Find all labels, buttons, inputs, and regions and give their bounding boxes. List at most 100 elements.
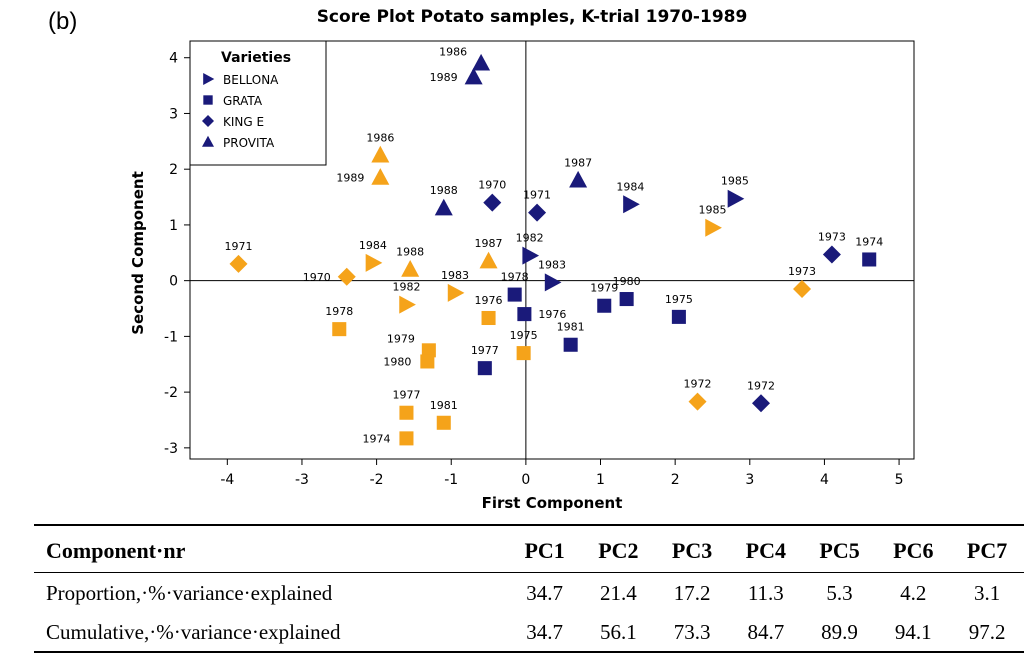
point-label: 1972 <box>684 378 712 391</box>
plot-frame <box>189 40 915 460</box>
x-tick-label: -1 <box>444 472 458 488</box>
table-cell: 84.7 <box>728 612 803 653</box>
point-label: 1974 <box>855 235 883 248</box>
point-label: 1974 <box>362 432 390 445</box>
table-row-proportion: Proportion,·%·variance·explained 34.7 21… <box>34 573 1024 613</box>
legend-marker-king-e <box>202 115 214 127</box>
point-label: 1980 <box>613 275 641 288</box>
table-cell: 21.4 <box>599 581 637 605</box>
point-label: 1982 <box>392 281 420 294</box>
x-tick-label: -2 <box>370 472 384 488</box>
point-king-e-orange-1970 <box>337 267 356 286</box>
table-cell: 3.1 <box>973 581 1001 605</box>
header-pc5: PC5 <box>802 524 877 573</box>
point-label: 1981 <box>430 399 458 412</box>
point-label: 1979 <box>387 332 415 345</box>
y-tick-label: 2 <box>169 162 178 178</box>
table-row-cumulative: Cumulative,·%·variance·explained 34.7 56… <box>34 612 1024 653</box>
point-label: 1978 <box>325 305 353 318</box>
data-points: 1986 1989 1988 1987 1986 1989 1988 1987 1970 1971… <box>225 45 883 446</box>
legend-title: Varieties <box>221 50 291 66</box>
y-axis: -3 -2 -1 0 1 2 3 4 <box>164 51 190 457</box>
point-king-e-orange-1972 <box>688 392 707 411</box>
header-pc7: PC7 <box>950 524 1024 573</box>
point-grata-orange-1981 <box>436 415 451 430</box>
x-tick-label: 3 <box>745 472 754 488</box>
row-label-cumulative: Cumulative,·%·variance·explained <box>34 612 508 653</box>
table-cell: 34.7 <box>526 581 563 605</box>
point-label: 1971 <box>225 240 253 253</box>
legend-marker-bellona <box>203 73 215 85</box>
point-grata-orange-1975 <box>516 346 531 361</box>
point-grata-navy-1980 <box>619 292 634 307</box>
table-cell: 11.3 <box>747 581 784 605</box>
point-label: 1982 <box>516 232 544 245</box>
x-tick-label: -3 <box>295 472 309 488</box>
point-label: 1984 <box>359 239 387 252</box>
point-label: 1977 <box>392 389 420 402</box>
point-label: 1970 <box>478 179 506 192</box>
point-bellona-orange-1983 <box>447 283 465 302</box>
point-label: 1979 <box>590 282 618 295</box>
point-provita-navy-1987 <box>569 170 588 188</box>
point-label: 1980 <box>383 355 411 368</box>
table-cell: 4.2 <box>900 581 927 605</box>
point-label: 1973 <box>818 230 846 243</box>
x-axis-title: First Component <box>482 494 623 512</box>
point-label: 1987 <box>564 156 592 169</box>
x-tick-label: 1 <box>596 472 605 488</box>
point-provita-navy-1986 <box>472 53 491 71</box>
header-pc3: PC3 <box>655 524 729 573</box>
header-component-nr: Component·nr <box>34 524 508 573</box>
point-label: 1983 <box>441 269 469 282</box>
y-tick-label: 1 <box>169 218 178 234</box>
point-grata-navy-1978 <box>507 287 522 302</box>
legend-label-bellona: BELLONA <box>223 73 279 87</box>
point-label: 1970 <box>303 271 331 284</box>
point-label: 1986 <box>439 45 467 58</box>
point-grata-orange-1979 <box>421 343 436 358</box>
point-grata-orange-1980 <box>420 354 435 369</box>
score-plot: Score Plot Potato samples, K-trial 1970-… <box>129 7 915 512</box>
y-tick-label: 0 <box>169 274 178 290</box>
point-label: 1985 <box>698 204 726 217</box>
table-cell: 89.9 <box>802 612 877 653</box>
point-king-e-orange-1973 <box>793 280 812 299</box>
point-label: 1981 <box>557 321 585 334</box>
point-bellona-orange-1985 <box>705 218 722 237</box>
x-tick-label: 2 <box>671 472 680 488</box>
table-cell: 5.3 <box>826 581 853 605</box>
point-label: 1972 <box>747 379 775 392</box>
table-cell: 17.2 <box>673 581 711 605</box>
table-cell: 34.7 <box>507 612 582 653</box>
point-provita-navy-1988 <box>434 198 453 216</box>
point-provita-orange-1988 <box>401 260 420 277</box>
point-grata-orange-1978 <box>332 322 347 337</box>
point-grata-orange-1976 <box>481 310 496 326</box>
x-tick-label: 0 <box>521 472 530 488</box>
point-label: 1986 <box>366 131 394 144</box>
x-axis: -4 -3 -2 -1 0 1 2 3 4 5 <box>220 459 904 488</box>
point-grata-orange-1977 <box>399 405 414 420</box>
point-label: 1984 <box>616 180 644 193</box>
point-bellona-navy-1984 <box>623 195 640 214</box>
header-pc2: PC2 <box>581 524 656 573</box>
x-tick-label: -4 <box>220 472 234 488</box>
legend-label-grata: GRATA <box>223 94 263 108</box>
header-pc6: PC6 <box>876 524 951 573</box>
y-tick-label: -1 <box>164 329 178 345</box>
point-label: 1971 <box>523 189 551 202</box>
point-king-e-navy-1972 <box>751 394 770 413</box>
point-label: 1987 <box>475 237 503 250</box>
point-label: 1988 <box>396 246 424 259</box>
point-grata-navy-1977 <box>477 361 492 376</box>
y-tick-label: -2 <box>164 385 178 401</box>
variance-table: Component·nr PC1 PC2 PC3 PC4 PC5 PC6 PC7… <box>34 524 1024 653</box>
point-label: 1973 <box>788 265 816 278</box>
point-label: 1976 <box>538 308 566 321</box>
point-bellona-orange-1984 <box>365 253 383 272</box>
y-tick-label: 4 <box>169 51 178 67</box>
point-provita-orange-1986 <box>371 145 390 163</box>
header-pc4: PC4 <box>728 524 803 573</box>
point-label: 1975 <box>510 329 538 342</box>
